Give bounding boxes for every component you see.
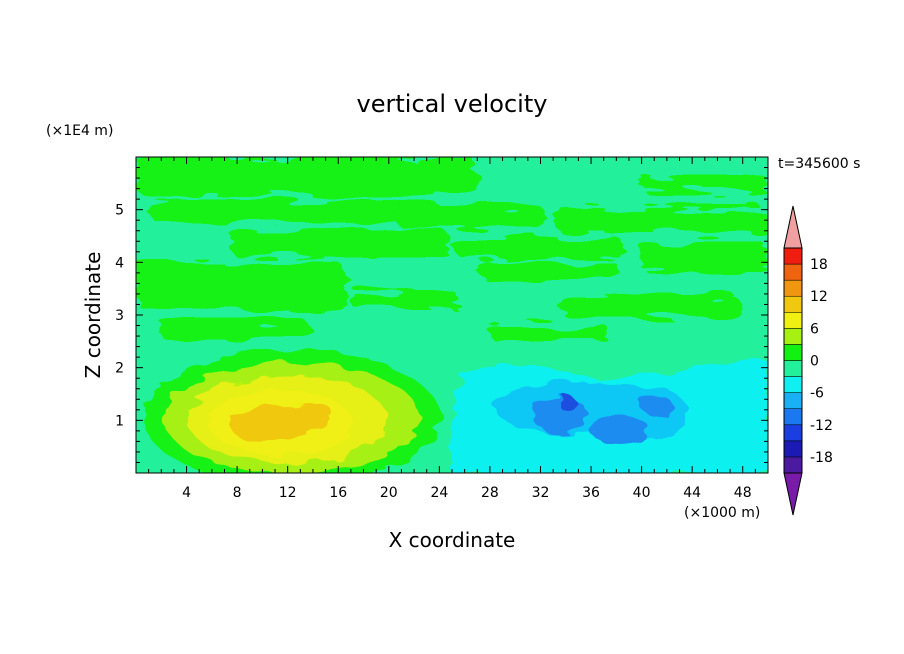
colorbar-swatch xyxy=(783,263,803,281)
colorbar-label: 18 xyxy=(810,257,828,273)
colorbar-swatch xyxy=(783,328,803,345)
colorbar-label: 0 xyxy=(810,354,819,370)
x-tick-label: 4 xyxy=(182,485,191,501)
x-tick-label: 48 xyxy=(734,485,752,501)
y-tick-label: 5 xyxy=(115,203,124,219)
colorbar-swatch xyxy=(783,456,803,474)
colorbar-swatch xyxy=(783,408,803,426)
x-tick-label: 20 xyxy=(380,485,398,501)
colorbar-swatch xyxy=(783,312,803,329)
updraft-contours xyxy=(144,350,440,473)
x-tick-label: 12 xyxy=(279,485,297,501)
colorbar-swatch xyxy=(783,424,803,442)
downdraft-contours xyxy=(449,359,768,473)
colorbar-swatch xyxy=(783,247,803,265)
y-axis-label: Z coordinate xyxy=(81,252,105,379)
x-tick-label: 32 xyxy=(532,485,550,501)
x-axis: 4 8 12 16 20 24 28 32 36 40 44 48 xyxy=(148,157,756,501)
colorbar-label: -6 xyxy=(810,386,824,402)
x-tick-label: 28 xyxy=(481,485,499,501)
y-tick-label: 1 xyxy=(115,413,124,429)
contour-field xyxy=(136,157,768,473)
colorbar-label: 12 xyxy=(810,289,828,305)
y-tick-label: 4 xyxy=(115,255,124,271)
colorbar-label: -12 xyxy=(810,418,833,434)
colorbar-swatch xyxy=(783,360,803,377)
x-tick-label: 16 xyxy=(329,485,347,501)
green-streaks xyxy=(136,157,768,341)
x-tick-label: 40 xyxy=(633,485,651,501)
x-axis-label: X coordinate xyxy=(389,528,516,552)
time-label: t=345600 s xyxy=(778,156,860,172)
x-unit-label: (×1000 m) xyxy=(684,505,760,521)
x-tick-label: 36 xyxy=(582,485,600,501)
colorbar-swatch xyxy=(783,295,803,313)
colorbar-label: 6 xyxy=(810,321,819,337)
y-unit-label: (×1E4 m) xyxy=(46,123,113,139)
colorbar-overflow-arrow xyxy=(783,205,803,249)
colorbar-swatch xyxy=(783,392,803,409)
chart-title: vertical velocity xyxy=(357,90,548,118)
colorbar: -18 -12 -6 0 6 12 18 xyxy=(783,205,833,516)
colorbar-label: -18 xyxy=(810,450,833,466)
colorbar-swatch xyxy=(783,279,803,297)
colorbar-underflow-arrow xyxy=(783,472,803,516)
colorbar-swatch xyxy=(783,376,803,393)
colorbar-swatch xyxy=(783,344,803,361)
x-tick-label: 24 xyxy=(430,485,448,501)
y-axis: 1 2 3 4 5 xyxy=(115,167,768,463)
y-tick-label: 2 xyxy=(115,361,124,377)
y-tick-label: 3 xyxy=(115,308,124,324)
x-tick-label: 8 xyxy=(233,485,242,501)
x-tick-label: 44 xyxy=(683,485,701,501)
colorbar-swatch xyxy=(783,440,803,458)
colorbar-frame xyxy=(783,247,803,474)
